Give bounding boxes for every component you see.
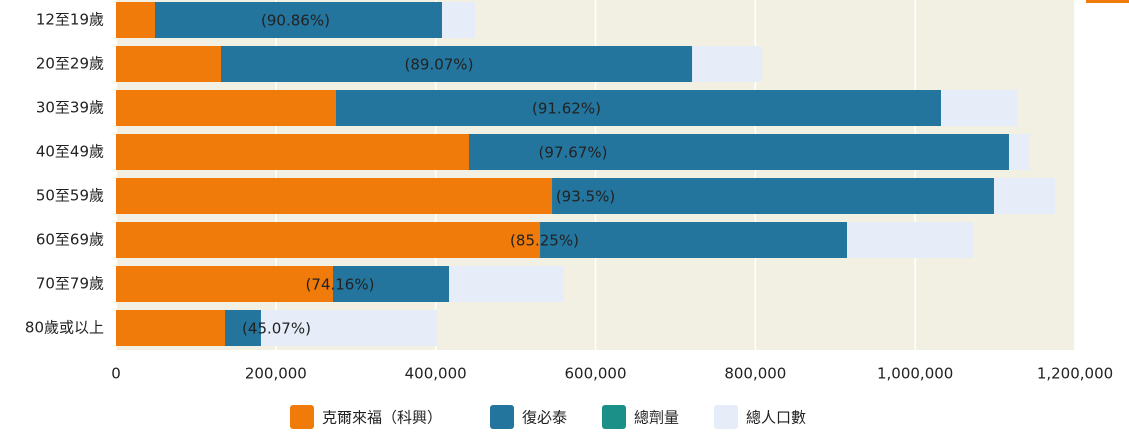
ratio-label: (74.16%) xyxy=(306,276,375,294)
bar xyxy=(116,310,226,346)
bar xyxy=(468,134,1009,170)
top-strip xyxy=(1086,0,1129,3)
legend-swatch xyxy=(290,405,314,429)
bar xyxy=(221,46,693,82)
bar xyxy=(552,178,994,214)
ratio-label: (85.25%) xyxy=(510,232,579,250)
bar xyxy=(540,222,847,258)
x-tick-label: 200,000 xyxy=(245,365,307,383)
bar xyxy=(116,2,155,38)
ratio-label: (45.07%) xyxy=(242,320,311,338)
bar xyxy=(116,266,333,302)
legend-swatch xyxy=(602,405,626,429)
bar xyxy=(116,222,541,258)
ratio-label: (90.86%) xyxy=(261,12,330,30)
y-tick-label: 60至69歲 xyxy=(36,231,104,249)
bar xyxy=(116,178,553,214)
legend-label: 總劑量 xyxy=(634,409,679,427)
y-tick-label: 80歲或以上 xyxy=(25,319,104,337)
ratio-label: (89.07%) xyxy=(405,56,474,74)
y-tick-label: 12至19歲 xyxy=(36,11,104,29)
bar xyxy=(225,310,261,346)
y-tick-label: 50至59歲 xyxy=(36,187,104,205)
ratio-label: (91.62%) xyxy=(532,100,601,118)
y-tick-label: 40至49歲 xyxy=(36,143,104,161)
y-tick-label: 70至79歲 xyxy=(36,275,104,293)
bar xyxy=(336,90,941,126)
x-tick-label: 800,000 xyxy=(724,365,786,383)
legend-label: 克爾來福（科興） xyxy=(322,409,442,427)
legend-label: 總人口數 xyxy=(746,409,806,427)
legend-swatch xyxy=(490,405,514,429)
y-tick-label: 30至39歲 xyxy=(36,99,104,117)
legend-label: 復必泰 xyxy=(522,409,567,427)
x-tick-label: 400,000 xyxy=(405,365,467,383)
ratio-label: (93.5%) xyxy=(556,188,615,206)
x-tick-label: 600,000 xyxy=(564,365,626,383)
bar xyxy=(116,90,337,126)
bar xyxy=(116,46,222,82)
ratio-label: (97.67%) xyxy=(539,144,608,162)
legend-swatch xyxy=(714,405,738,429)
y-tick-label: 20至29歲 xyxy=(36,55,104,73)
bar xyxy=(154,2,442,38)
x-tick-label: 1,000,000 xyxy=(877,365,953,383)
x-tick-label: 1,200,000 xyxy=(1037,365,1113,383)
bar xyxy=(116,134,469,170)
x-tick-label: 0 xyxy=(111,365,121,383)
bar xyxy=(332,266,450,302)
